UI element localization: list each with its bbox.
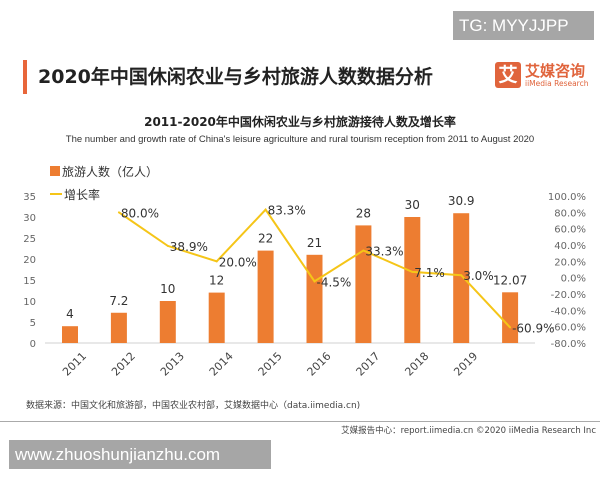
bar-data-label: 28 [356,206,371,220]
bar-data-label: 30 [405,198,420,212]
bar-data-label: 12.07 [493,273,527,287]
bar-data-label: 7.2 [109,294,128,308]
x-tick-label: 2016 [305,350,334,379]
chart: 旅游人数（亿人） 增长率 05101520253035-80.0%-60.0%-… [23,164,586,379]
legend-bar-swatch [50,166,60,176]
bar [453,213,470,343]
y-right-tick: 40.0% [554,241,586,252]
y-right-tick: 0.0% [561,274,586,285]
line-data-label: 80.0% [121,206,159,220]
y-left-tick: 30 [23,213,36,224]
growth-point [411,270,414,273]
growth-point [117,211,120,214]
x-tick-label: 2018 [402,350,431,379]
y-left-tick: 15 [23,276,36,287]
chart-subtitle: The number and growth rate of China's le… [65,134,535,145]
footer: 艾媒报告中心：report.iimedia.cn ©2020 iiMedia R… [341,426,596,436]
page-title: 2020年中国休闲农业与乡村旅游人数数据分析 [38,66,433,88]
x-tick-label: 2017 [354,350,383,379]
bar-data-label: 30.9 [448,194,475,208]
title-accent-bar [23,60,27,94]
watermark-bottom: www.zhuoshunjianzhu.com [9,440,271,469]
y-left-tick: 5 [30,318,36,329]
bar [208,292,225,343]
bar [257,250,274,343]
x-tick-label: 2011 [60,350,89,379]
bar [404,217,421,343]
line-data-label: -60.9% [512,321,554,335]
x-tick-label: 2012 [109,350,138,379]
logo-name-cn: 艾媒咨询 [525,62,586,80]
bar [502,292,519,343]
bar-data-label: 21 [307,236,322,250]
line-data-label: -4.5% [317,275,352,289]
growth-point [362,249,365,252]
x-tick-label: 2014 [207,350,236,379]
growth-point [509,326,512,329]
y-right-tick: 60.0% [554,225,586,236]
bar [355,225,372,343]
y-left-tick: 35 [23,192,36,203]
line-data-label: 33.3% [365,244,403,258]
bar-data-label: 12 [209,274,224,288]
y-right-tick: -20.0% [551,290,586,301]
bar [110,312,127,343]
line-data-label: 3.0% [463,269,494,283]
x-tick-label: 2013 [158,350,187,379]
growth-point [264,208,267,211]
growth-point [166,244,169,247]
y-right-tick: -40.0% [551,306,586,317]
y-right-tick: -60.0% [551,323,586,334]
bar [306,254,323,343]
x-tick-label: 2015 [256,350,285,379]
y-left-tick: 20 [23,255,36,266]
y-left-tick: 25 [23,234,36,245]
bar-data-label: 22 [258,232,273,246]
watermark-top: TG: MYYJJPP [453,11,594,40]
x-tick-label: 2019 [451,350,480,379]
legend-line-label: 增长率 [64,187,100,202]
bar-data-label: 4 [66,307,74,321]
y-right-tick: 80.0% [554,208,586,219]
bar-data-label: 10 [160,282,175,296]
data-source: 数据来源：中国文化和旅游部，中国农业农村部，艾媒数据中心（data.iimedi… [26,401,361,411]
line-data-label: 38.9% [170,240,208,254]
chart-title: 2011-2020年中国休闲农业与乡村旅游接待人数及增长率 [144,115,456,129]
line-data-label: 20.0% [219,255,257,269]
y-right-tick: -80.0% [551,339,586,350]
logo-icon: 艾 [495,62,521,88]
divider [0,421,600,422]
bar [62,326,78,343]
y-right-tick: 20.0% [554,257,586,268]
line-data-label: 83.3% [268,204,306,218]
y-right-tick: 100.0% [548,192,586,203]
growth-point [313,280,316,283]
line-data-label: 7.1% [414,266,445,280]
logo-name-en: iiMedia Research [525,79,589,88]
y-left-tick: 10 [23,297,36,308]
legend-bar-label: 旅游人数（亿人） [62,164,158,179]
growth-point [460,274,463,277]
growth-point [215,260,218,263]
y-left-tick: 0 [30,339,36,350]
bar [159,301,176,343]
